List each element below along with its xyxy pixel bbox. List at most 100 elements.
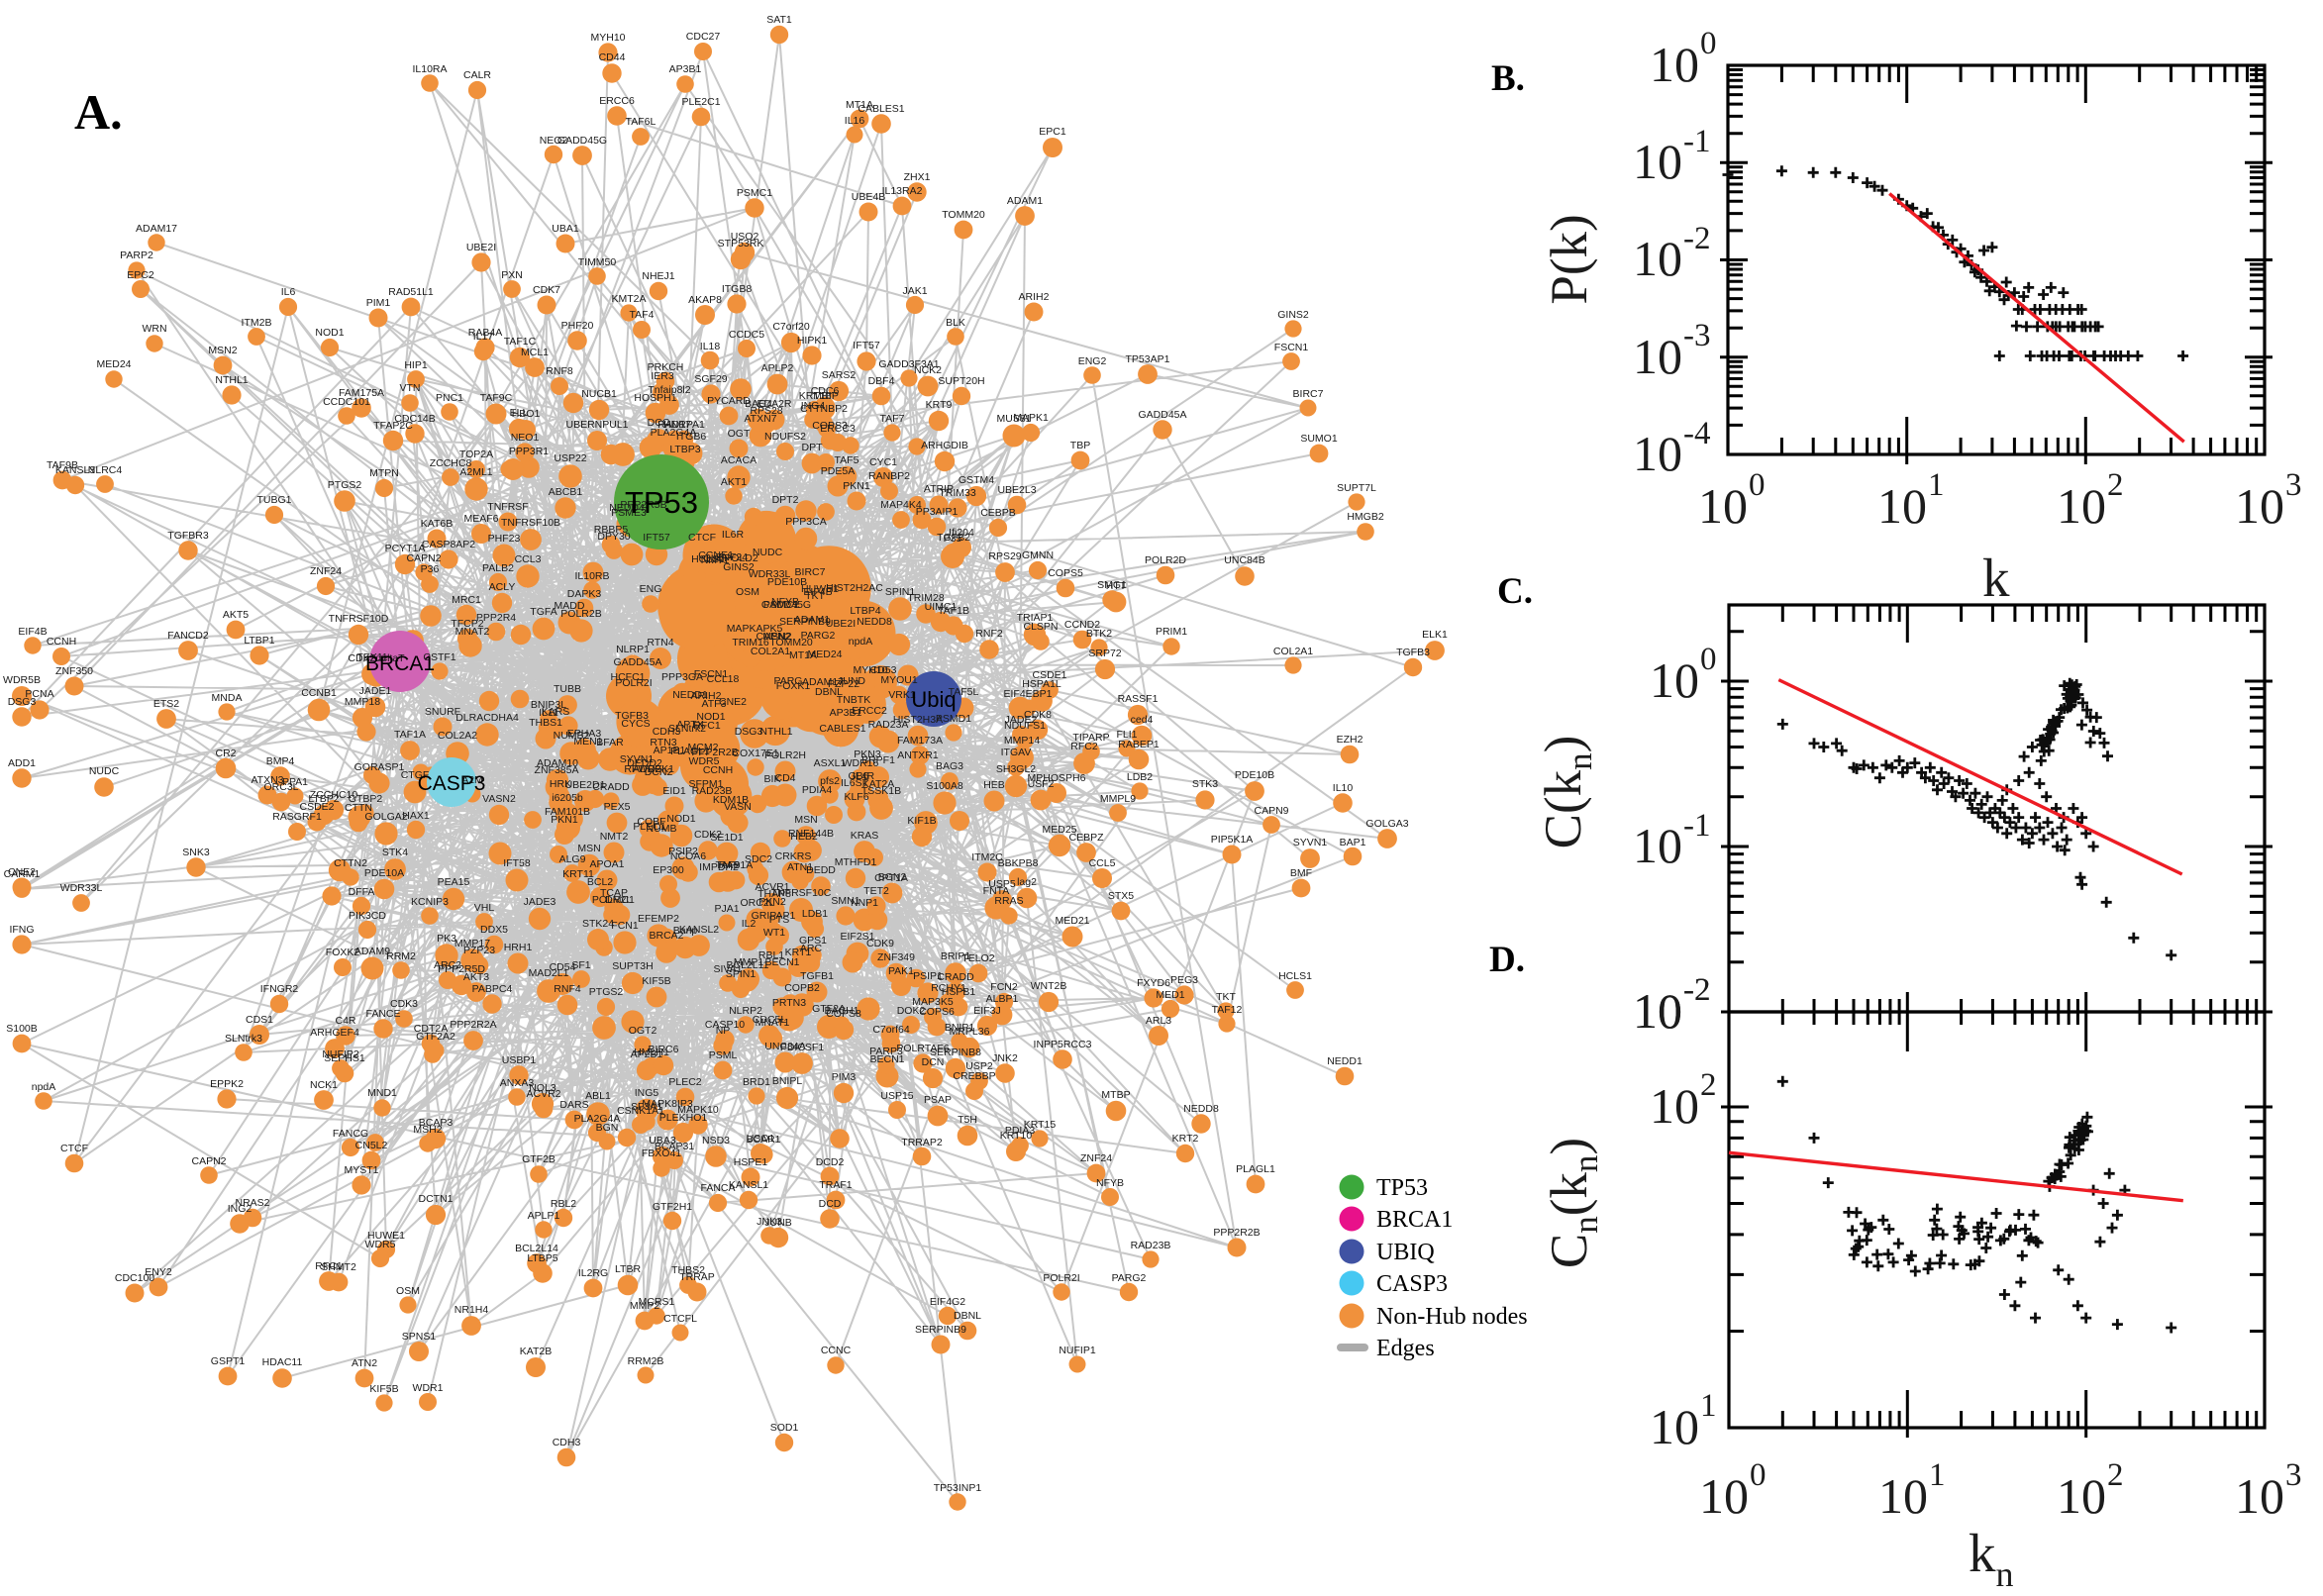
svg-text:SUPT7L: SUPT7L bbox=[1337, 482, 1376, 494]
svg-text:PLEC1: PLEC1 bbox=[633, 821, 665, 833]
svg-text:CRADD: CRADD bbox=[937, 971, 974, 983]
svg-text:SEPHS1: SEPHS1 bbox=[324, 1052, 365, 1064]
svg-text:HEB2: HEB2 bbox=[790, 831, 818, 843]
svg-text:FLI1: FLI1 bbox=[1116, 729, 1137, 741]
svg-text:CDK8: CDK8 bbox=[1024, 709, 1052, 721]
svg-text:BFAR: BFAR bbox=[596, 737, 624, 748]
svg-text:D.: D. bbox=[1489, 940, 1525, 980]
svg-text:BAG3: BAG3 bbox=[936, 760, 963, 772]
svg-text:-1: -1 bbox=[1683, 808, 1711, 844]
svg-text:NEDD8: NEDD8 bbox=[1183, 1103, 1219, 1115]
svg-text:PPP2R2B: PPP2R2B bbox=[1213, 1227, 1260, 1239]
svg-text:CYCS: CYCS bbox=[621, 718, 650, 730]
svg-text:EIF4G2: EIF4G2 bbox=[930, 1296, 965, 1308]
svg-text:PTGS2: PTGS2 bbox=[589, 986, 624, 998]
svg-text:BCAR1: BCAR1 bbox=[746, 1134, 780, 1146]
svg-text:GMNN: GMNN bbox=[1022, 549, 1054, 561]
svg-text:CDK7: CDK7 bbox=[533, 284, 560, 296]
svg-text:NOD1: NOD1 bbox=[315, 327, 344, 339]
svg-text:TOP2A: TOP2A bbox=[459, 449, 493, 460]
svg-text:STK24: STK24 bbox=[582, 918, 614, 930]
svg-text:MCM2: MCM2 bbox=[688, 742, 719, 753]
svg-text:-2: -2 bbox=[1683, 972, 1711, 1008]
svg-text:TRRAP2: TRRAP2 bbox=[901, 1137, 943, 1148]
svg-text:DCC: DCC bbox=[648, 417, 670, 429]
svg-text:IL2: IL2 bbox=[742, 918, 757, 930]
svg-text:BIRC7: BIRC7 bbox=[795, 566, 826, 578]
svg-text:NSD3: NSD3 bbox=[702, 1135, 730, 1147]
svg-text:SMN1: SMN1 bbox=[831, 895, 859, 907]
svg-text:10: 10 bbox=[2235, 1468, 2284, 1524]
svg-text:WDR5: WDR5 bbox=[689, 755, 720, 767]
svg-text:ced4: ced4 bbox=[1131, 714, 1154, 726]
svg-text:GINS2: GINS2 bbox=[723, 561, 755, 573]
svg-text:MAPK10: MAPK10 bbox=[677, 1104, 719, 1116]
svg-text:TKT: TKT bbox=[1216, 991, 1236, 1003]
svg-text:FAM175A: FAM175A bbox=[339, 387, 384, 399]
svg-text:JADE1: JADE1 bbox=[359, 685, 392, 697]
svg-text:Tnfaip8l2: Tnfaip8l2 bbox=[648, 384, 690, 396]
svg-text:CEBPZ: CEBPZ bbox=[1068, 832, 1104, 844]
svg-text:EPC2: EPC2 bbox=[127, 269, 154, 281]
svg-text:NHEJ1: NHEJ1 bbox=[642, 270, 674, 282]
svg-text:k: k bbox=[1982, 548, 2010, 608]
svg-text:ADAM9: ADAM9 bbox=[354, 946, 390, 957]
svg-text:A2ML1: A2ML1 bbox=[459, 466, 492, 478]
svg-text:Ubiq: Ubiq bbox=[911, 687, 956, 712]
svg-text:DFFA: DFFA bbox=[349, 886, 375, 898]
svg-text:TRIAP1: TRIAP1 bbox=[1017, 612, 1054, 624]
svg-text:kn: kn bbox=[1969, 1523, 2014, 1594]
svg-text:WNT2B: WNT2B bbox=[1031, 980, 1067, 992]
svg-text:PPP3GA: PPP3GA bbox=[661, 671, 703, 683]
svg-text:AP3B1: AP3B1 bbox=[669, 63, 702, 75]
svg-text:CAPN2: CAPN2 bbox=[406, 552, 441, 564]
svg-text:KRAS: KRAS bbox=[851, 830, 879, 842]
svg-text:TGFBR3: TGFBR3 bbox=[167, 530, 209, 542]
svg-text:TELO2: TELO2 bbox=[961, 952, 994, 964]
svg-text:ITGB8: ITGB8 bbox=[722, 283, 753, 295]
svg-text:10: 10 bbox=[1633, 426, 1682, 481]
svg-text:IL6: IL6 bbox=[281, 286, 296, 298]
svg-text:lag2: lag2 bbox=[1017, 876, 1037, 888]
svg-text:ADD1: ADD1 bbox=[8, 757, 36, 769]
svg-text:PTGS2: PTGS2 bbox=[328, 479, 362, 491]
svg-text:B.: B. bbox=[1491, 58, 1525, 99]
svg-text:USP15: USP15 bbox=[880, 1090, 913, 1102]
svg-text:CCL3: CCL3 bbox=[515, 553, 542, 565]
svg-text:TAF9C: TAF9C bbox=[480, 392, 513, 404]
svg-text:SLNtrk2: SLNtrk2 bbox=[668, 723, 706, 735]
svg-text:TNFRSF10B: TNFRSF10B bbox=[501, 517, 560, 529]
svg-text:NUCB1: NUCB1 bbox=[581, 388, 617, 400]
svg-text:PPP3R1: PPP3R1 bbox=[509, 446, 549, 457]
svg-text:MTHFD1: MTHFD1 bbox=[835, 856, 877, 868]
svg-text:MAP4K4: MAP4K4 bbox=[880, 499, 922, 511]
svg-text:ARC2: ARC2 bbox=[434, 959, 461, 971]
svg-text:PEA15: PEA15 bbox=[438, 876, 470, 888]
svg-text:IL4R: IL4R bbox=[853, 770, 875, 782]
svg-text:HAX1: HAX1 bbox=[402, 810, 430, 822]
svg-text:JNK2: JNK2 bbox=[992, 1052, 1018, 1064]
svg-text:HTT: HTT bbox=[1106, 580, 1127, 592]
svg-text:UBA1: UBA1 bbox=[552, 223, 579, 235]
svg-text:MNDA: MNDA bbox=[212, 692, 243, 704]
svg-text:JADE3: JADE3 bbox=[524, 896, 556, 908]
svg-text:MYH10: MYH10 bbox=[853, 664, 887, 676]
svg-text:KLF6: KLF6 bbox=[844, 791, 868, 803]
svg-text:HUWE1: HUWE1 bbox=[367, 1230, 405, 1242]
svg-text:CNE2: CNE2 bbox=[8, 866, 36, 878]
svg-text:SOD1: SOD1 bbox=[770, 1422, 799, 1434]
svg-text:10: 10 bbox=[1633, 134, 1682, 189]
svg-text:MED21: MED21 bbox=[1055, 915, 1089, 927]
svg-text:PHF20: PHF20 bbox=[561, 320, 594, 332]
svg-text:10: 10 bbox=[1633, 983, 1682, 1039]
svg-text:MEAF6: MEAF6 bbox=[463, 513, 498, 525]
svg-text:ZCCHC8: ZCCHC8 bbox=[430, 457, 472, 469]
svg-text:PIM1: PIM1 bbox=[366, 297, 391, 309]
svg-text:NDUFS1: NDUFS1 bbox=[1004, 720, 1046, 732]
svg-text:MSH2: MSH2 bbox=[413, 1124, 442, 1136]
svg-text:TAF9: TAF9 bbox=[716, 859, 741, 871]
svg-text:10: 10 bbox=[1650, 1399, 1699, 1454]
svg-text:PPA1: PPA1 bbox=[282, 776, 308, 788]
svg-text:Ifi204: Ifi204 bbox=[949, 527, 974, 539]
svg-text:CCNE1: CCNE1 bbox=[698, 549, 734, 561]
